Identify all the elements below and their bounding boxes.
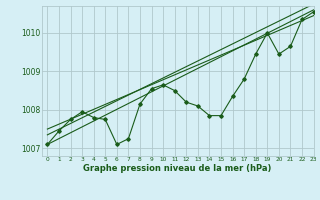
- X-axis label: Graphe pression niveau de la mer (hPa): Graphe pression niveau de la mer (hPa): [84, 164, 272, 173]
